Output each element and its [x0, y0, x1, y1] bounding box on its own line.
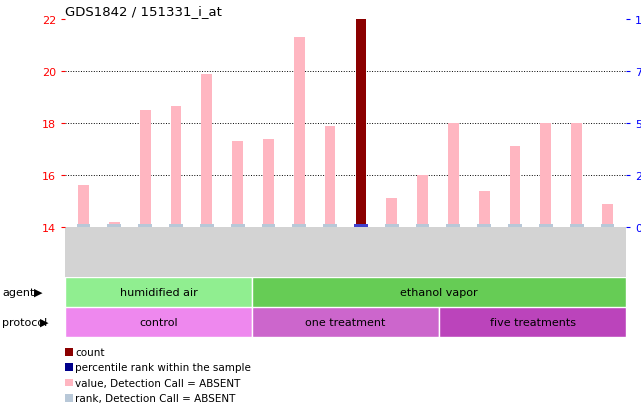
Bar	[65, 277, 252, 307]
Text: GDS1842 / 151331_i_at: GDS1842 / 151331_i_at	[65, 5, 222, 18]
Text: value, Detection Call = ABSENT: value, Detection Call = ABSENT	[75, 377, 240, 387]
Bar	[169, 225, 183, 228]
Text: protocol: protocol	[2, 317, 47, 327]
Bar	[354, 225, 368, 228]
Text: control: control	[139, 317, 178, 327]
Bar	[417, 176, 428, 228]
Bar	[448, 124, 459, 228]
Bar	[387, 199, 397, 228]
Bar	[323, 225, 337, 228]
Text: count: count	[75, 347, 104, 357]
Bar	[439, 307, 626, 337]
Bar	[540, 124, 551, 228]
Text: one treatment: one treatment	[305, 317, 386, 327]
Bar	[415, 225, 429, 228]
Text: agent: agent	[2, 287, 35, 297]
Bar	[539, 225, 553, 228]
Text: ethanol vapor: ethanol vapor	[400, 287, 478, 297]
Bar	[232, 142, 243, 228]
Bar	[231, 225, 245, 228]
Bar	[65, 228, 626, 277]
Bar	[78, 186, 89, 228]
Bar	[138, 225, 152, 228]
Bar	[65, 307, 252, 337]
Bar	[508, 225, 522, 228]
Bar	[201, 74, 212, 228]
Bar	[200, 225, 213, 228]
Bar	[325, 126, 335, 228]
Bar	[570, 225, 583, 228]
Bar	[446, 225, 460, 228]
Bar	[602, 204, 613, 228]
Bar	[140, 111, 151, 228]
Bar	[76, 225, 90, 228]
Text: humidified air: humidified air	[120, 287, 197, 297]
Bar	[510, 147, 520, 228]
Bar	[571, 124, 582, 228]
Bar	[109, 222, 120, 228]
Text: five treatments: five treatments	[490, 317, 576, 327]
Bar	[478, 225, 491, 228]
Bar	[294, 38, 304, 228]
Bar	[385, 225, 399, 228]
Text: ▶: ▶	[34, 287, 42, 297]
Bar	[601, 225, 615, 228]
Bar	[252, 277, 626, 307]
Bar	[292, 225, 306, 228]
Bar	[356, 20, 366, 228]
Bar	[263, 139, 274, 228]
Bar	[171, 107, 181, 228]
Text: percentile rank within the sample: percentile rank within the sample	[75, 362, 251, 372]
Bar	[262, 225, 276, 228]
Bar	[108, 225, 121, 228]
Text: ▶: ▶	[40, 317, 49, 327]
Bar	[479, 191, 490, 228]
Bar	[252, 307, 439, 337]
Text: rank, Detection Call = ABSENT: rank, Detection Call = ABSENT	[75, 393, 236, 403]
